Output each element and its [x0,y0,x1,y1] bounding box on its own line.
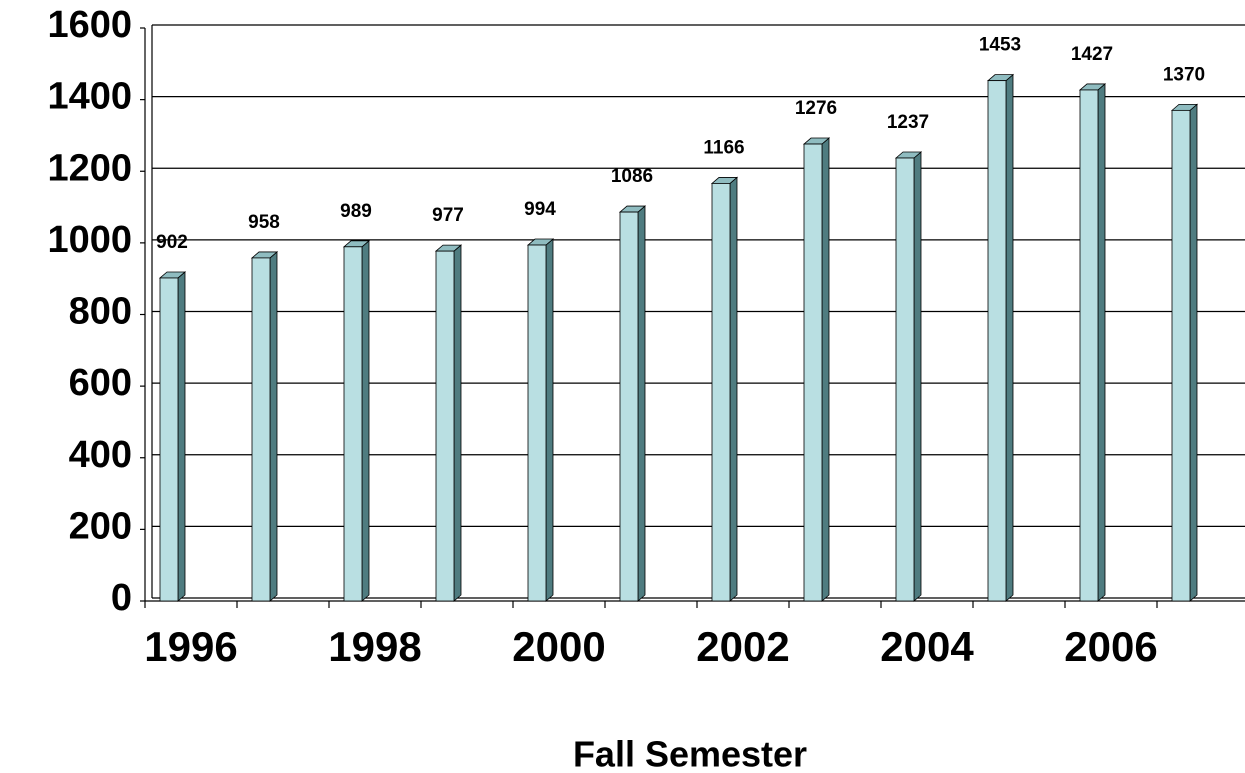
x-tick-label: 1996 [144,623,237,670]
data-label: 1086 [611,166,653,187]
bar-side [913,151,922,602]
y-tick-label: 1400 [47,76,132,118]
bar [1079,89,1099,602]
data-label: 958 [248,212,280,233]
data-label: 1276 [795,98,837,119]
bar-side [637,205,646,602]
y-tick-label: 1200 [47,147,132,189]
bar-side [269,251,278,602]
bar-side [545,238,554,602]
bar-side [1097,83,1106,602]
data-label: 977 [432,205,464,226]
data-label: 1453 [979,35,1021,56]
bar-side [453,244,462,602]
bar [435,250,455,602]
bar [803,143,823,602]
bar-side [1005,73,1014,602]
bar [343,246,363,602]
bar [159,277,179,602]
bar [895,157,915,602]
x-tick-label: 1998 [328,623,421,670]
data-label: 989 [340,201,372,222]
bar-side [1189,103,1198,602]
bar [987,80,1007,602]
bar [527,244,547,602]
x-tick-label: 2002 [696,623,789,670]
data-label: 1370 [1163,64,1205,85]
y-tick-label: 1000 [47,219,132,261]
y-tick-label: 600 [69,362,132,404]
bar-side [177,271,186,602]
y-tick-label: 0 [111,577,132,619]
bar-side [729,176,738,602]
data-label: 1237 [887,112,929,133]
x-tick-label: 2006 [1064,623,1157,670]
bar [251,257,271,602]
y-tick-label: 800 [69,291,132,333]
y-tick-label: 1600 [47,4,132,46]
bar [619,211,639,602]
data-label: 994 [524,199,556,220]
bar-side [821,137,830,602]
bar-side [361,239,370,602]
data-label: 1427 [1071,44,1113,65]
data-label: 1166 [703,137,744,158]
x-tick-label: 2004 [880,623,974,670]
y-tick-label: 400 [69,434,132,476]
data-label: 902 [156,232,188,253]
x-axis-title: Fall Semester [573,734,807,773]
bar [1171,109,1191,602]
y-tick-label: 200 [69,505,132,547]
bar [711,183,731,602]
x-tick-label: 2000 [512,623,605,670]
